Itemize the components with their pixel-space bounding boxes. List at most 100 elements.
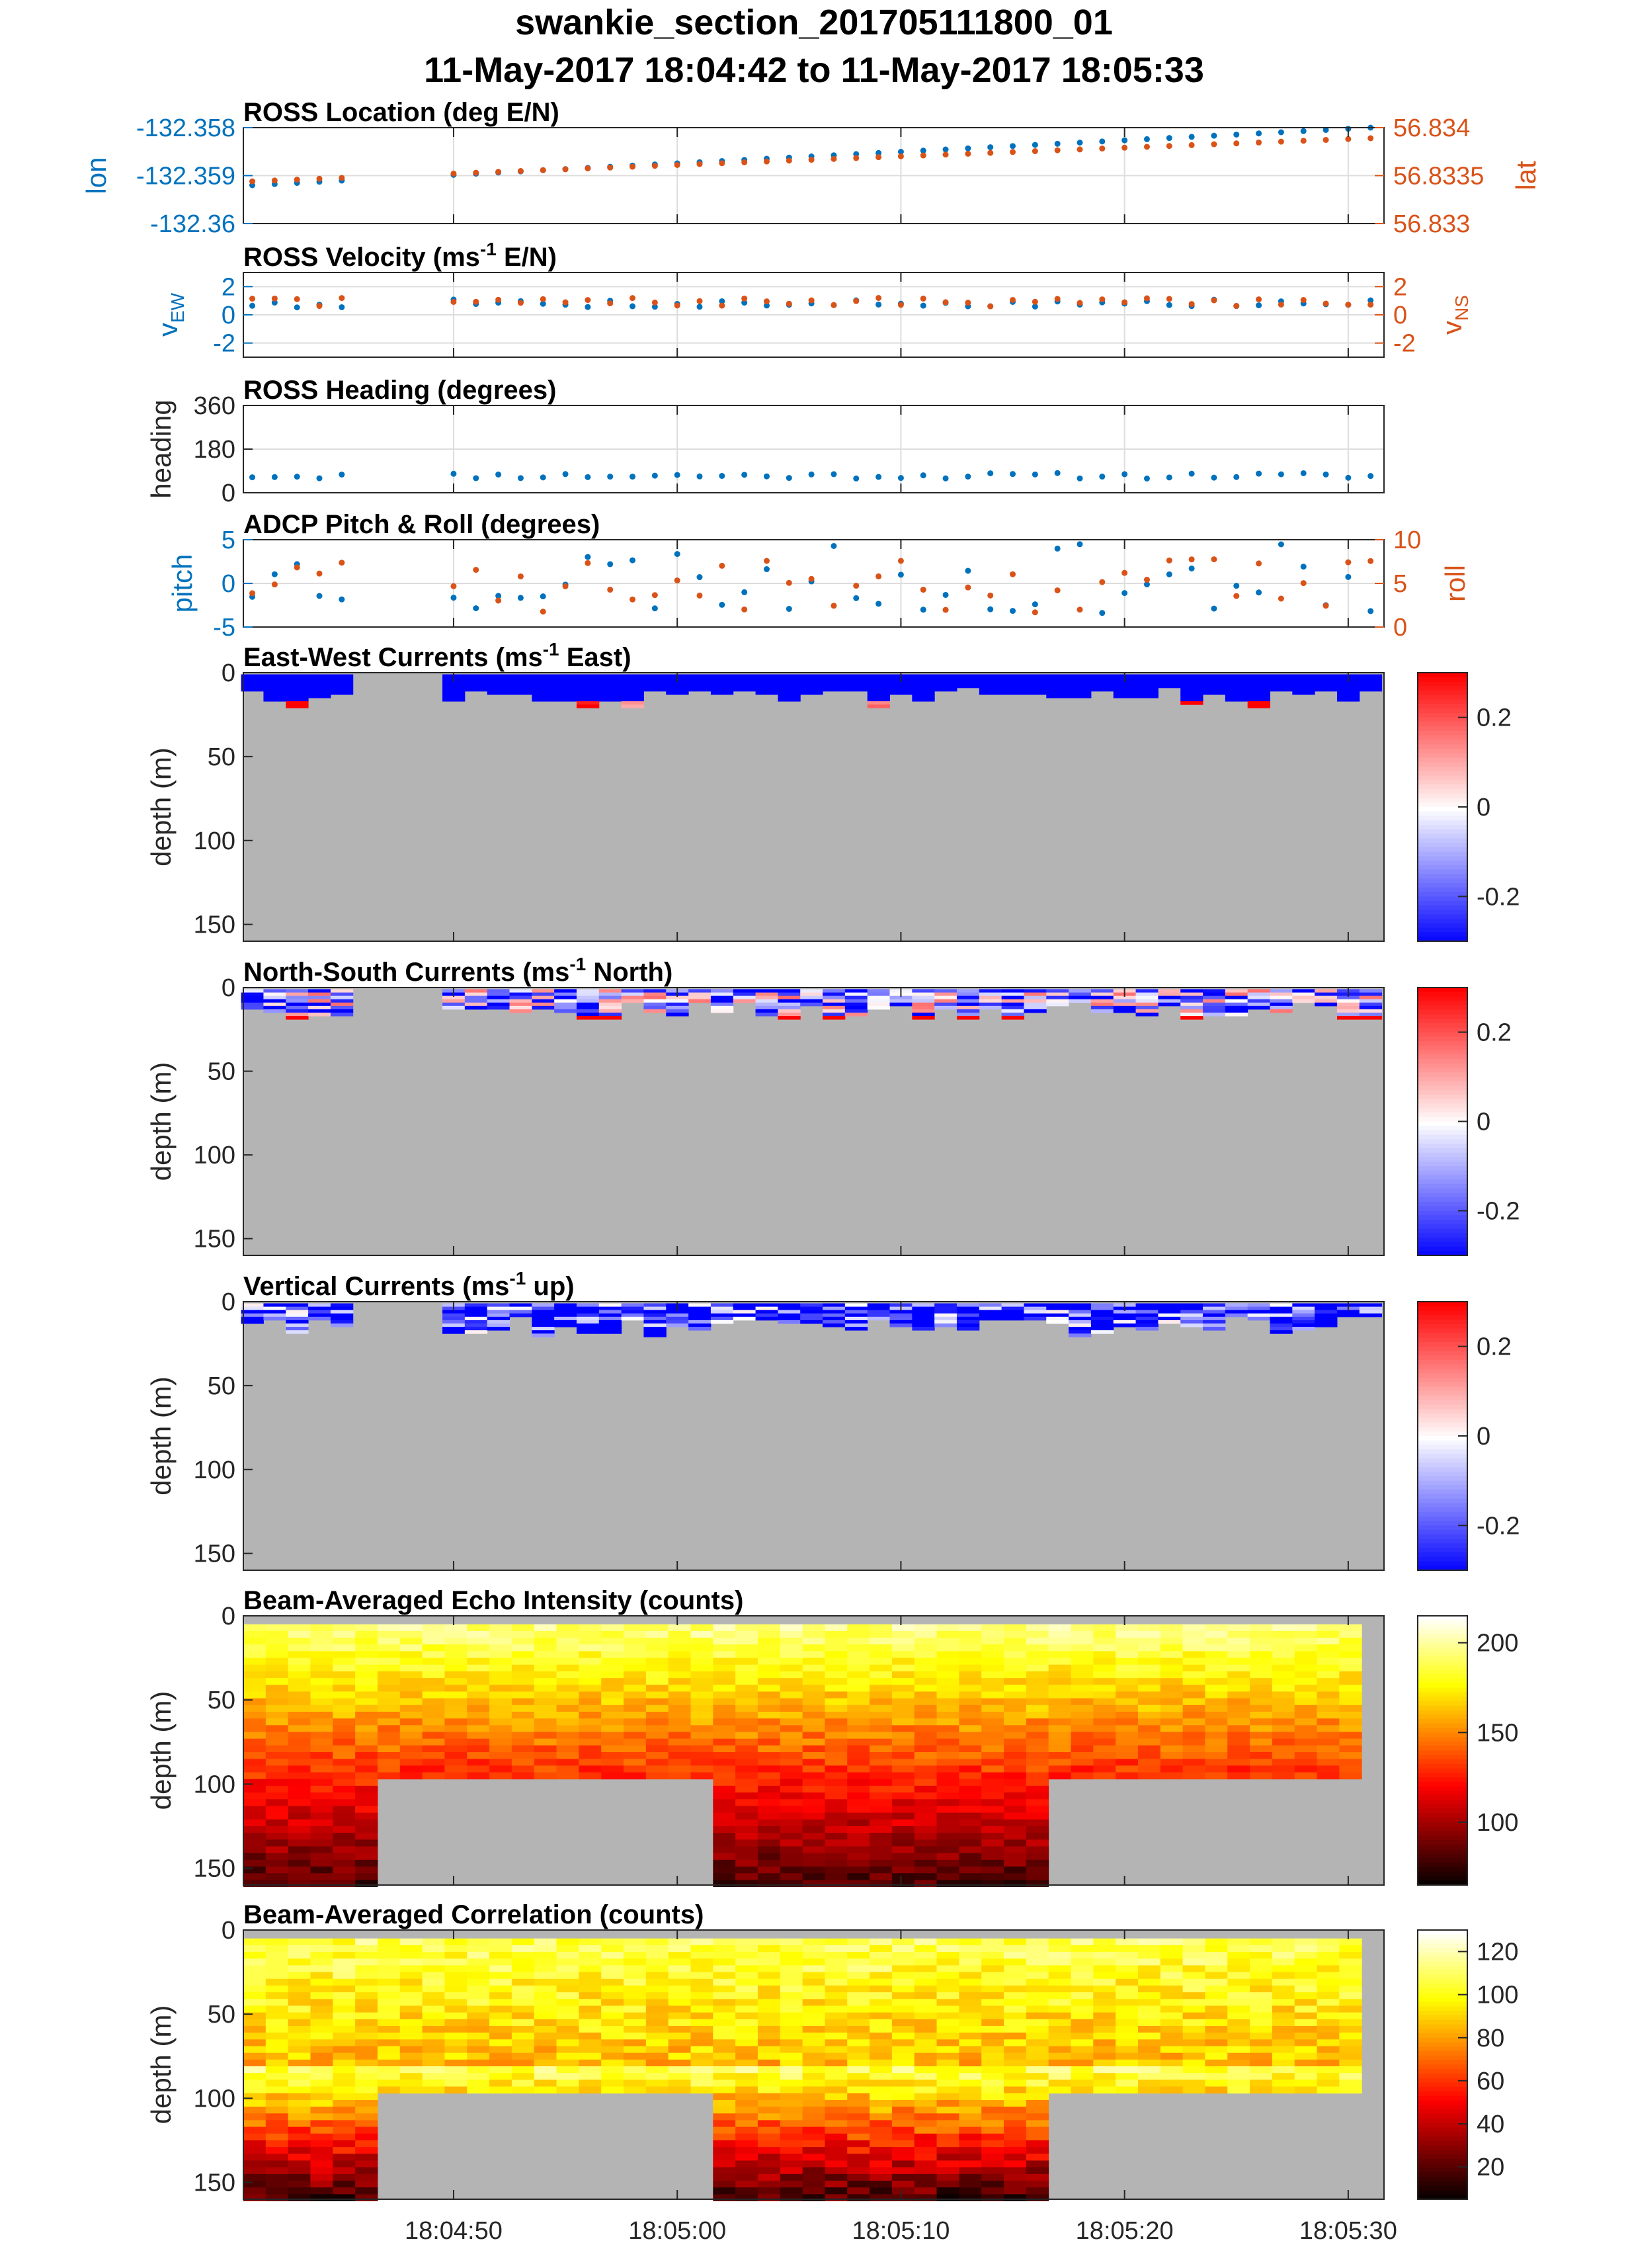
heatmap-cell [713, 2093, 735, 2101]
heatmap-cell [1183, 1739, 1205, 1746]
heatmap-cell [1114, 1323, 1136, 1327]
heatmap-cell [308, 999, 331, 1003]
heatmap-cell [1138, 1992, 1160, 1999]
heatmap-cell [243, 2167, 266, 2175]
heatmap-cell [444, 1958, 467, 1966]
heatmap-cell [534, 2039, 557, 2046]
heatmap-cell [892, 1846, 915, 1853]
colorbar-segment [1418, 1391, 1467, 1396]
heatmap-cell [825, 2113, 847, 2121]
heatmap-cell [534, 1712, 557, 1719]
heatmap-cell [444, 2026, 467, 2033]
heatmap-cell [489, 1752, 512, 1759]
heatmap-cell [1203, 1320, 1225, 1324]
heatmap-cell [577, 688, 599, 692]
heatmap-cell [510, 681, 532, 685]
heatmap-cell [915, 1739, 937, 1746]
heatmap-cell [333, 2181, 355, 2188]
heatmap-cell [735, 1952, 758, 1959]
data-point [786, 606, 792, 612]
heatmap-cell [892, 2066, 915, 2074]
heatmap-cell [735, 2066, 758, 2074]
heatmap-cell [937, 1952, 959, 1959]
heatmap-cell [400, 2046, 423, 2054]
heatmap-cell [934, 678, 957, 682]
heatmap-cell [1071, 1939, 1093, 1946]
heatmap-cell [355, 1732, 378, 1740]
heatmap-cell [624, 2046, 646, 2054]
heatmap-cell [1270, 678, 1293, 682]
heatmap-cell [1093, 1685, 1116, 1692]
heatmap-cell [467, 2005, 489, 2013]
colorbar-segment [1418, 1552, 1467, 1558]
heatmap-cell [711, 1304, 733, 1308]
heatmap-cell [355, 1965, 378, 1972]
heatmap-cell [243, 2019, 266, 2027]
heatmap-cell [1049, 1725, 1071, 1732]
heatmap-cell [981, 2120, 1004, 2127]
heatmap-cell [847, 2066, 870, 2074]
heatmap-cell [934, 1006, 957, 1010]
heatmap-cell [444, 1705, 467, 1712]
heatmap-cell [1270, 1304, 1293, 1308]
colorbar-segment [1418, 1068, 1467, 1073]
heatmap-cell [355, 1665, 378, 1672]
heatmap-cell [579, 2019, 601, 2027]
heatmap-cell [756, 688, 778, 692]
heatmap-cell [310, 1939, 333, 1946]
heatmap-cell [937, 1939, 959, 1946]
heatmap-cell [1180, 691, 1203, 695]
heatmap-cell [1292, 1327, 1315, 1331]
heatmap-cell [577, 1003, 599, 1007]
heatmap-cell [758, 1860, 780, 1867]
colorbar-segment [1418, 1943, 1467, 1949]
colorbar-segment [1418, 1525, 1467, 1531]
heatmap-cell [1049, 1671, 1071, 1679]
heatmap-cell [1250, 2026, 1272, 2033]
heatmap-cell [758, 2066, 780, 2074]
heatmap-cell [1317, 1691, 1340, 1699]
heatmap-cell [1093, 1725, 1116, 1732]
heatmap-cell [669, 1745, 691, 1753]
data-point [697, 298, 703, 304]
colorbar-segment [1418, 1347, 1467, 1352]
heatmap-cell [310, 2005, 333, 2013]
heatmap-cell [868, 685, 890, 689]
heatmap-cell [1049, 1945, 1071, 1953]
heatmap-cell [733, 1304, 756, 1308]
heatmap-cell [870, 2113, 892, 2121]
heatmap-cell [333, 1806, 355, 1813]
heatmap-cell [241, 1317, 264, 1321]
heatmap-cell [601, 2019, 624, 2027]
heatmap-cell [243, 1965, 266, 1972]
heatmap-cell [510, 1003, 532, 1007]
heatmap-cell [310, 2073, 333, 2080]
heatmap-cell [981, 1718, 1004, 1726]
heatmap-cell [243, 1806, 266, 1813]
heatmap-cell [288, 1712, 311, 1719]
heatmap-cell [532, 681, 554, 685]
heatmap-cell [803, 1665, 825, 1672]
heatmap-cell [1004, 2100, 1026, 2107]
heatmap-cell [423, 1945, 445, 1953]
heatmap-cell [800, 989, 823, 993]
heatmap-cell [758, 1986, 780, 1993]
y-tick-label: 100 [194, 2085, 235, 2113]
heatmap-cell [243, 2127, 266, 2134]
data-point [518, 573, 524, 579]
heatmap-cell [690, 1745, 713, 1753]
heatmap-cell [733, 993, 756, 997]
heatmap-cell [554, 989, 577, 993]
heatmap-cell [870, 1685, 892, 1692]
heatmap-cell [333, 1739, 355, 1746]
y-tick-label: 180 [194, 436, 235, 464]
heatmap-cell [937, 1644, 959, 1652]
heatmap-cell [915, 1773, 937, 1780]
heatmap-cell [266, 1945, 288, 1953]
data-point [1099, 146, 1105, 151]
heatmap-cell [713, 1732, 735, 1740]
heatmap-cell [1295, 1958, 1317, 1966]
colorbar-segment [1418, 1311, 1467, 1316]
colorbar-tick-label: -0.2 [1477, 883, 1520, 911]
heatmap-cell [624, 1745, 646, 1753]
